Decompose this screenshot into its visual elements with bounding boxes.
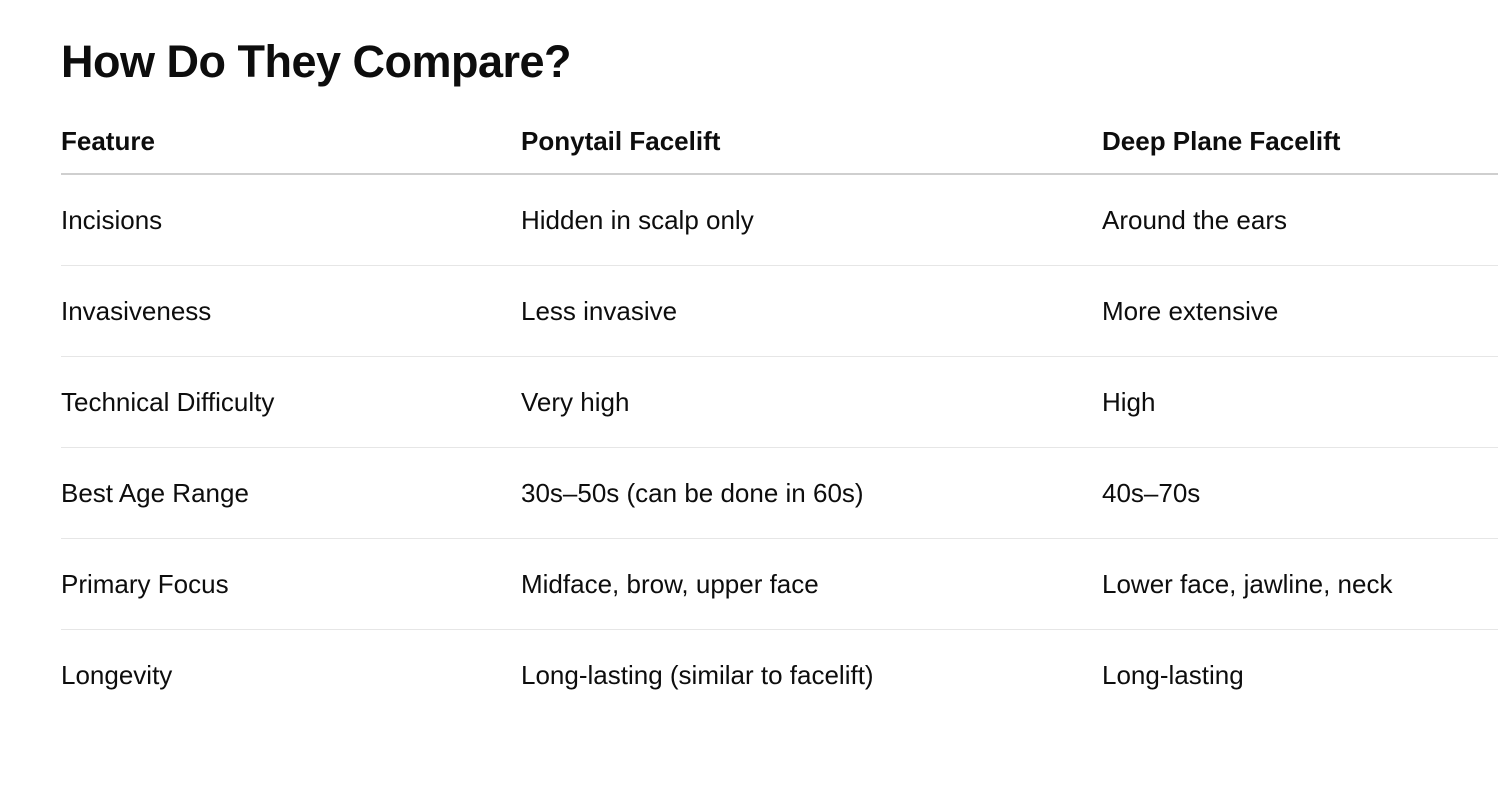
cell-feature: Longevity (61, 659, 173, 690)
cell-ponytail: Very high (521, 386, 630, 417)
table-row: Technical Difficulty Very high High (61, 357, 1498, 448)
cell-feature: Invasiveness (61, 295, 212, 326)
cell-deep-plane: More extensive (1102, 295, 1279, 326)
cell-feature: Technical Difficulty (61, 386, 275, 417)
table-row: Primary Focus Midface, brow, upper face … (61, 539, 1498, 630)
header-feature: Feature (61, 126, 155, 156)
page-title: How Do They Compare? (61, 36, 572, 87)
cell-ponytail: Hidden in scalp only (521, 204, 754, 235)
cell-feature: Incisions (61, 204, 163, 235)
cell-feature: Primary Focus (61, 568, 229, 599)
cell-deep-plane: High (1102, 386, 1156, 417)
table-row: Invasiveness Less invasive More extensiv… (61, 266, 1498, 357)
comparison-table: Feature Ponytail Facelift Deep Plane Fac… (61, 110, 1498, 720)
cell-deep-plane: 40s–70s (1102, 477, 1201, 508)
cell-ponytail: Long-lasting (similar to facelift) (521, 659, 874, 690)
cell-deep-plane: Long-lasting (1102, 659, 1244, 690)
table-row: Incisions Hidden in scalp only Around th… (61, 175, 1498, 266)
table-row: Longevity Long-lasting (similar to facel… (61, 630, 1498, 720)
cell-ponytail: 30s–50s (can be done in 60s) (521, 477, 864, 508)
cell-deep-plane: Lower face, jawline, neck (1102, 568, 1393, 599)
cell-feature: Best Age Range (61, 477, 249, 508)
header-deep-plane-facelift: Deep Plane Facelift (1102, 126, 1341, 156)
table-row: Best Age Range 30s–50s (can be done in 6… (61, 448, 1498, 539)
header-ponytail-facelift: Ponytail Facelift (521, 126, 721, 156)
cell-ponytail: Less invasive (521, 295, 678, 326)
table-header-row: Feature Ponytail Facelift Deep Plane Fac… (61, 110, 1498, 175)
cell-deep-plane: Around the ears (1102, 204, 1288, 235)
cell-ponytail: Midface, brow, upper face (521, 568, 819, 599)
